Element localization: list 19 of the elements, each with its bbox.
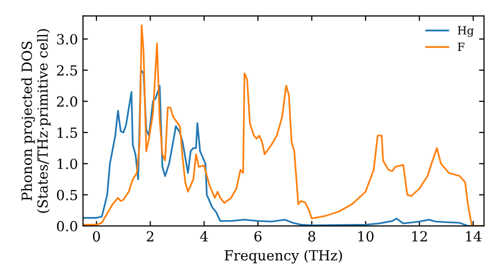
y-axis-title: Phonon projected DOS (States/THz·primitive cell) [21,29,50,213]
y-tick-label: 0.5 [56,190,78,200]
y-tick-label: 2.0 [56,96,78,107]
x-tick-label: 2 [146,231,154,242]
x-tick-label: 8 [308,231,316,242]
x-tick-label: 0 [92,231,100,242]
x-tick-label: 10 [358,231,374,242]
y-tick-label: 3.0 [57,34,78,44]
y-tick-label: 0.0 [56,220,78,232]
x-axis-title: Frequency (THz) [224,250,342,264]
y-tick-label: 1.0 [58,158,78,170]
x-tick-label: 12 [412,231,427,242]
x-tick-label: 6 [254,231,262,242]
y-tick-label: 2.5 [56,65,78,76]
y-tick-label: 1.5 [58,127,78,138]
x-tick-label: 4 [200,231,208,242]
legend-label: Hg [458,26,474,37]
x-tick-label: 14 [466,231,482,242]
legend-label: F [458,42,464,51]
